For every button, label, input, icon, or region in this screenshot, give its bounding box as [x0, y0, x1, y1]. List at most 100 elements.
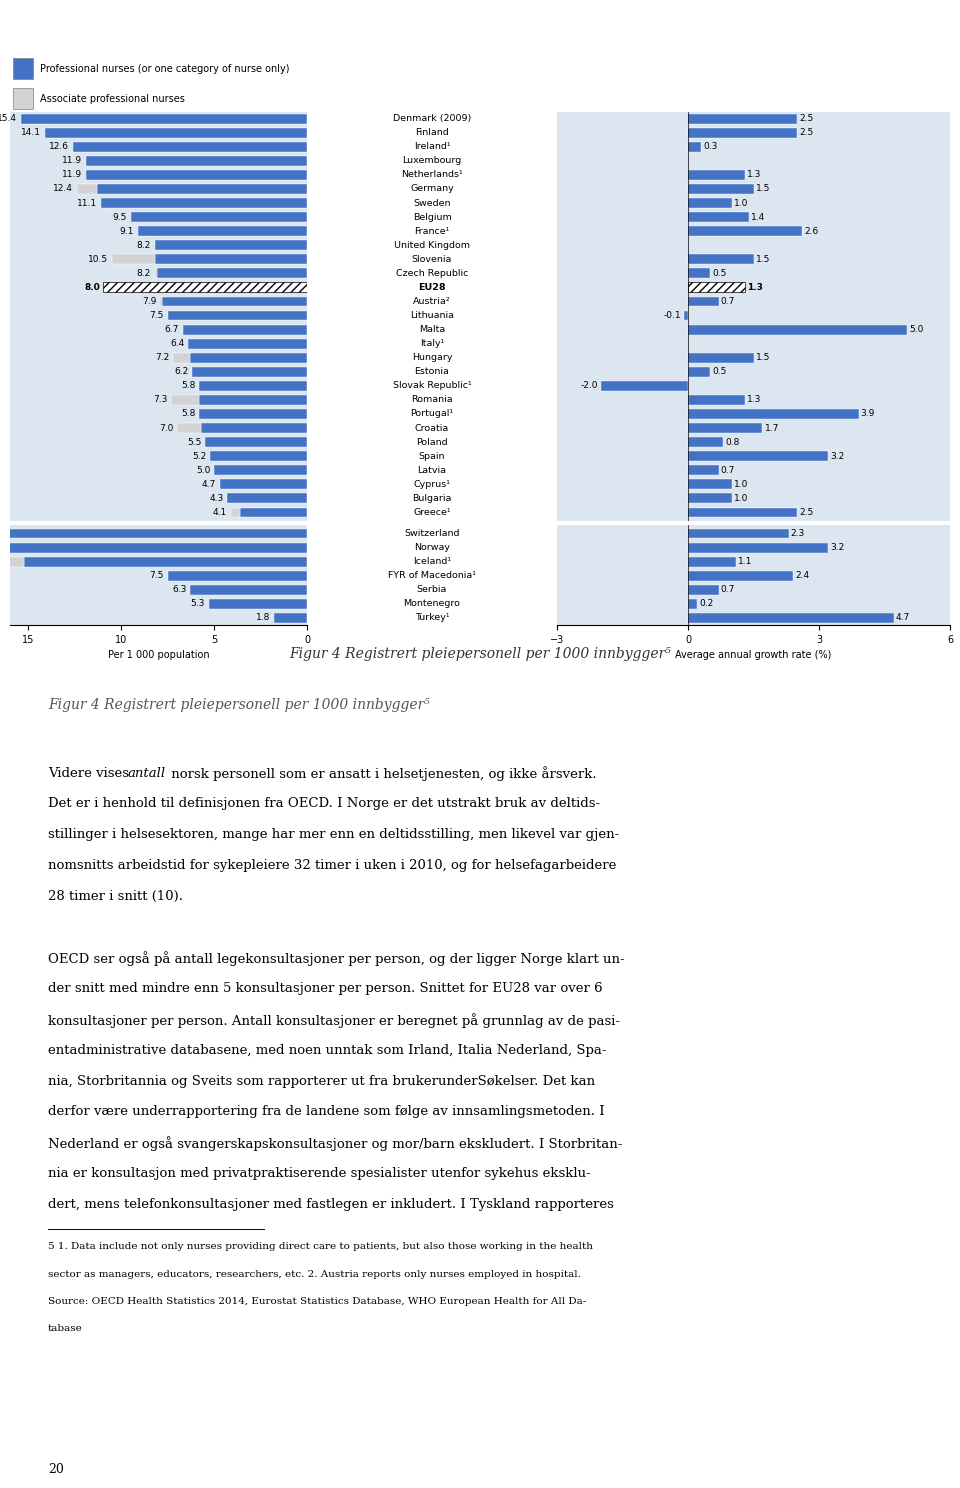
Bar	[688, 585, 719, 595]
Text: 11.1: 11.1	[77, 198, 97, 207]
Text: Professional nurses (or one category of nurse only): Professional nurses (or one category of …	[39, 64, 289, 74]
Bar	[85, 170, 307, 180]
Text: Montenegro: Montenegro	[403, 600, 461, 609]
Text: 5.2: 5.2	[193, 452, 206, 461]
Text: EU28: EU28	[419, 283, 445, 292]
Text: antall: antall	[128, 766, 166, 780]
Bar	[228, 494, 307, 503]
Bar	[162, 296, 307, 307]
Text: Norway: Norway	[414, 543, 450, 552]
Text: 8.0: 8.0	[85, 283, 101, 292]
Bar	[688, 213, 749, 222]
Text: 0.7: 0.7	[721, 298, 735, 307]
Text: Source: OECD Health Statistics 2014, Eurostat Statistics Database, WHO European : Source: OECD Health Statistics 2014, Eur…	[48, 1298, 587, 1306]
Text: 3.2: 3.2	[830, 452, 845, 461]
Text: Figur 4 Registrert pleiepersonell per 1000 innbygger⁵: Figur 4 Registrert pleiepersonell per 10…	[48, 698, 430, 713]
Text: 1.1: 1.1	[738, 557, 753, 565]
Text: 7.0: 7.0	[159, 424, 173, 433]
Text: 6.3: 6.3	[172, 585, 186, 594]
Text: Denmark (2009): Denmark (2009)	[393, 115, 471, 124]
Text: 2.6: 2.6	[804, 226, 818, 235]
Bar	[73, 141, 307, 152]
Text: tabase: tabase	[48, 1324, 83, 1333]
Text: 3.9: 3.9	[861, 409, 876, 418]
Text: Italy¹: Italy¹	[420, 339, 444, 348]
Bar	[684, 311, 688, 320]
Text: 0.5: 0.5	[712, 368, 727, 376]
Text: Det er i henhold til definisjonen fra OECD. I Norge er det utstrakt bruk av delt: Det er i henhold til definisjonen fra OE…	[48, 798, 600, 811]
Text: sector as managers, educators, researchers, etc. 2. Austria reports only nurses : sector as managers, educators, researche…	[48, 1269, 581, 1278]
Bar	[200, 394, 307, 405]
Text: 2.4: 2.4	[795, 571, 809, 580]
Text: Spain: Spain	[419, 452, 445, 461]
Text: 1.0: 1.0	[733, 479, 748, 490]
Bar	[155, 268, 156, 278]
Text: Belgium: Belgium	[413, 213, 451, 222]
Text: 1.0: 1.0	[733, 494, 748, 503]
Bar	[688, 296, 719, 307]
Text: Slovak Republic¹: Slovak Republic¹	[393, 381, 471, 390]
Bar	[688, 185, 754, 193]
Text: 4.7: 4.7	[202, 479, 216, 490]
Text: nia, Storbritannia og Sveits som rapporterer ut fra brukerunderSøkelser. Det kan: nia, Storbritannia og Sveits som rapport…	[48, 1074, 595, 1088]
Text: -0.1: -0.1	[663, 311, 682, 320]
Text: nomsnitts arbeidstid for sykepleiere 32 timer i uken i 2010, og for helsefagarbe: nomsnitts arbeidstid for sykepleiere 32 …	[48, 859, 616, 872]
Bar	[688, 353, 754, 363]
Text: Netherlands¹: Netherlands¹	[401, 171, 463, 180]
Text: 10.5: 10.5	[88, 254, 108, 263]
Bar	[688, 557, 736, 567]
Text: Latvia: Latvia	[418, 466, 446, 475]
X-axis label: Per 1 000 population: Per 1 000 population	[108, 650, 209, 661]
Bar	[688, 451, 828, 461]
Text: FYR of Macedonia¹: FYR of Macedonia¹	[388, 571, 476, 580]
Bar	[688, 507, 798, 518]
Text: 0.7: 0.7	[721, 585, 735, 594]
Text: Sweden: Sweden	[413, 198, 451, 207]
Bar	[45, 128, 307, 137]
Text: Austria²: Austria²	[413, 298, 451, 307]
Text: 1.5: 1.5	[756, 353, 770, 362]
Bar	[688, 571, 793, 580]
Bar	[688, 141, 701, 152]
Text: dert, mens telefonkonsultasjoner med fastlegen er inkludert. I Tyskland rapporte: dert, mens telefonkonsultasjoner med fas…	[48, 1198, 613, 1211]
Text: 7.5: 7.5	[150, 571, 164, 580]
Bar	[688, 170, 745, 180]
Text: 1.5: 1.5	[756, 254, 770, 263]
Text: Romania: Romania	[411, 396, 453, 405]
Bar	[688, 543, 828, 552]
Bar	[155, 240, 307, 250]
Text: 2.5: 2.5	[800, 115, 814, 124]
Text: -2.0: -2.0	[581, 381, 598, 390]
Text: Cyprus¹: Cyprus¹	[414, 479, 450, 490]
Text: stillinger i helsesektoren, mange har mer enn en deltidsstilling, men likevel va: stillinger i helsesektoren, mange har me…	[48, 829, 619, 841]
Text: 5 1. Data include not only nurses providing direct care to patients, but also th: 5 1. Data include not only nurses provid…	[48, 1242, 593, 1251]
Text: Luxembourg: Luxembourg	[402, 156, 462, 165]
Bar	[688, 198, 732, 208]
Bar	[97, 185, 307, 193]
Bar	[688, 528, 788, 539]
Text: 0.5: 0.5	[712, 269, 727, 278]
Bar	[214, 466, 307, 475]
Text: 0.8: 0.8	[725, 437, 739, 446]
Text: Bulgaria: Bulgaria	[412, 494, 452, 503]
Text: Greece¹: Greece¹	[413, 507, 451, 516]
Text: Estonia: Estonia	[415, 368, 449, 376]
Text: 1.0: 1.0	[733, 198, 748, 207]
Bar	[0, 557, 25, 567]
Bar	[173, 353, 190, 363]
Bar	[688, 466, 719, 475]
Text: 8.2: 8.2	[136, 269, 151, 278]
Text: 7.2: 7.2	[156, 353, 170, 362]
Text: 7.9: 7.9	[142, 298, 156, 307]
Bar	[190, 353, 307, 363]
Bar	[192, 368, 307, 376]
Bar	[688, 283, 745, 292]
Bar	[210, 451, 307, 461]
Bar	[688, 254, 754, 265]
Text: 4.1: 4.1	[213, 507, 228, 516]
Text: 12.4: 12.4	[53, 185, 73, 193]
Text: Nederland er også svangerskapskonsultasjoner og mor/barn ekskludert. I Storbrita: Nederland er også svangerskapskonsultasj…	[48, 1137, 622, 1152]
Bar	[274, 613, 307, 623]
Text: Germany: Germany	[410, 185, 454, 193]
Bar	[688, 368, 709, 376]
